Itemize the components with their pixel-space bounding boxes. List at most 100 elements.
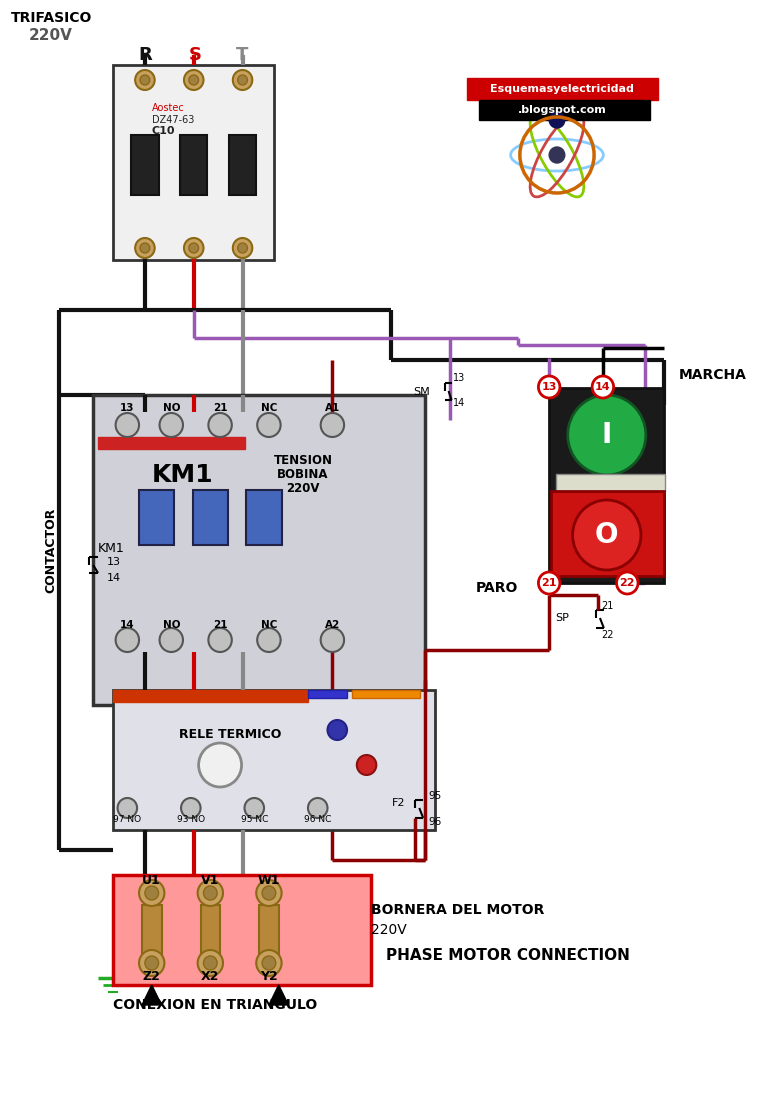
Circle shape [549,112,565,128]
FancyBboxPatch shape [229,135,256,195]
Text: T: T [236,45,249,64]
Circle shape [140,243,150,253]
Text: BOBINA: BOBINA [277,468,329,480]
Text: SP: SP [555,613,568,623]
Text: .blogspot.com: .blogspot.com [518,105,606,115]
Circle shape [208,628,232,652]
FancyBboxPatch shape [549,388,664,583]
Circle shape [204,886,217,901]
FancyBboxPatch shape [479,100,650,120]
Circle shape [233,70,252,90]
Text: 14: 14 [120,620,135,630]
Text: X2: X2 [201,970,220,984]
Polygon shape [269,985,289,1005]
Text: 93 NO: 93 NO [177,815,205,824]
Circle shape [198,950,223,976]
Text: C10: C10 [152,126,176,136]
Circle shape [328,720,347,740]
Text: 96 NC: 96 NC [304,815,331,824]
Text: 21: 21 [541,578,557,588]
Text: 14: 14 [107,573,121,583]
Circle shape [245,798,264,818]
FancyBboxPatch shape [93,395,425,705]
FancyBboxPatch shape [246,490,282,545]
FancyBboxPatch shape [180,135,207,195]
Text: 13: 13 [120,403,135,413]
Circle shape [257,413,280,437]
Text: R: R [138,45,152,64]
Circle shape [616,572,638,594]
Circle shape [139,881,164,906]
FancyBboxPatch shape [308,690,347,698]
Text: 21: 21 [213,620,227,630]
Text: TENSION: TENSION [274,454,333,467]
FancyBboxPatch shape [556,474,665,492]
Text: KM1: KM1 [152,462,214,487]
Text: F2: F2 [392,798,406,808]
Circle shape [160,413,183,437]
Circle shape [160,628,183,652]
Circle shape [238,75,248,85]
Text: NO: NO [163,620,180,630]
Text: W1: W1 [258,874,280,886]
Circle shape [572,500,641,570]
FancyBboxPatch shape [142,905,162,955]
FancyBboxPatch shape [193,490,228,545]
Text: KM1: KM1 [98,541,125,554]
Circle shape [538,376,560,398]
Circle shape [256,950,282,976]
Text: SM: SM [413,387,430,397]
Circle shape [139,950,164,976]
Circle shape [233,238,252,258]
Text: 13: 13 [453,373,465,383]
Text: Z2: Z2 [143,970,160,984]
FancyBboxPatch shape [352,690,420,698]
Circle shape [116,413,139,437]
Circle shape [198,743,242,787]
Text: NC: NC [261,620,277,630]
Text: O: O [595,521,619,549]
Text: I: I [602,421,612,449]
Text: MARCHA: MARCHA [679,368,747,381]
Text: DZ47-63: DZ47-63 [152,115,194,125]
Text: 22: 22 [601,630,614,640]
Text: 97 NO: 97 NO [113,815,141,824]
Text: 13: 13 [107,557,121,567]
Circle shape [257,628,280,652]
FancyBboxPatch shape [201,905,220,955]
Circle shape [184,238,204,258]
Circle shape [188,243,198,253]
Circle shape [208,413,232,437]
Text: 96: 96 [429,817,442,827]
Circle shape [568,395,646,475]
Text: 21: 21 [602,601,614,611]
Circle shape [140,75,150,85]
Circle shape [135,238,155,258]
FancyBboxPatch shape [98,437,245,449]
Text: U1: U1 [142,874,161,886]
FancyBboxPatch shape [467,78,657,100]
Circle shape [321,413,344,437]
Text: Aostec: Aostec [152,103,185,113]
Circle shape [118,798,137,818]
Text: Y2: Y2 [260,970,278,984]
Text: 13: 13 [541,381,557,391]
Circle shape [145,956,159,970]
Circle shape [135,70,155,90]
Text: NO: NO [163,403,180,413]
Text: 14: 14 [453,398,465,408]
Text: 95: 95 [429,791,442,801]
Circle shape [308,798,328,818]
FancyBboxPatch shape [112,875,372,985]
Text: 22: 22 [619,578,635,588]
Circle shape [262,956,276,970]
FancyBboxPatch shape [131,135,159,195]
Text: BORNERA DEL MOTOR: BORNERA DEL MOTOR [372,903,545,917]
Text: 95 NC: 95 NC [241,815,268,824]
Polygon shape [142,985,162,1005]
FancyBboxPatch shape [139,490,174,545]
Circle shape [188,75,198,85]
Circle shape [262,886,276,901]
FancyBboxPatch shape [112,690,308,702]
Text: V1: V1 [201,874,220,886]
